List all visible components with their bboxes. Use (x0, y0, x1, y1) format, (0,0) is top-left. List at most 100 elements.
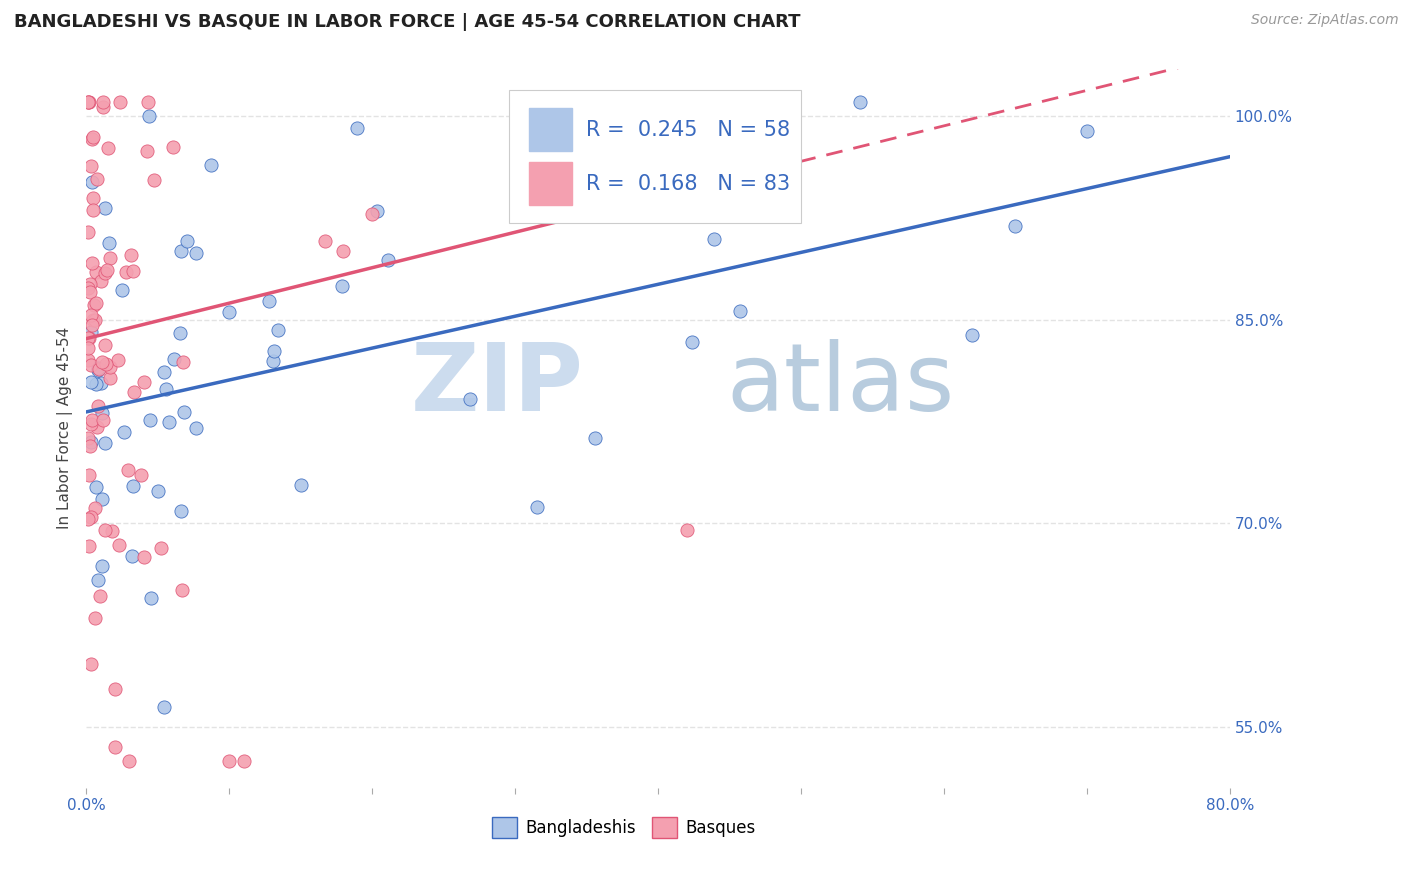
Point (142, 173, 165, 187)
Point (458, 392, 481, 407)
Point (86, 420, 108, 434)
Point (79, 439, 101, 453)
Point (98, 371, 121, 385)
Point (267, 323, 290, 337)
Point (169, 326, 191, 340)
Point (218, 754, 240, 768)
Text: R =  0.245   N = 58: R = 0.245 N = 58 (586, 120, 790, 140)
Point (172, 355, 194, 369)
Point (117, 463, 139, 477)
Point (91, 95, 114, 110)
Point (79, 435, 101, 450)
Point (77, 225, 100, 239)
Point (82, 129, 104, 144)
Point (101, 524, 124, 538)
Point (94, 267, 117, 281)
Point (90, 406, 112, 420)
Point (94, 338, 117, 352)
Point (89, 590, 111, 604)
Point (104, 740, 127, 755)
Point (155, 382, 177, 396)
Point (91, 100, 114, 114)
Point (1004, 219, 1026, 233)
Point (76, 281, 98, 295)
FancyBboxPatch shape (509, 90, 801, 223)
Point (79, 285, 101, 299)
Point (184, 246, 207, 260)
Point (82, 131, 104, 145)
Point (76, 512, 98, 526)
Point (163, 352, 186, 367)
Point (176, 234, 198, 248)
Point (377, 252, 399, 267)
Point (170, 244, 193, 258)
Point (138, 109, 160, 123)
Point (82, 202, 104, 217)
Point (152, 700, 174, 714)
Point (80, 359, 103, 373)
Point (90, 559, 112, 574)
Point (76, 431, 98, 445)
Point (84, 501, 107, 516)
Point (526, 500, 548, 515)
Point (112, 425, 135, 440)
Point (314, 235, 336, 249)
Point (96, 141, 118, 155)
Point (132, 549, 155, 564)
Point (96, 263, 118, 277)
Point (139, 591, 162, 605)
Point (262, 353, 284, 368)
Point (82, 312, 104, 326)
Point (83, 313, 105, 327)
Point (79, 277, 101, 292)
Text: ZIP: ZIP (411, 339, 583, 431)
Point (121, 549, 143, 564)
Point (583, 431, 606, 445)
Point (134, 376, 156, 390)
Point (77, 331, 100, 345)
Text: BANGLADESHI VS BASQUE IN LABOR FORCE | AGE 45-54 CORRELATION CHART: BANGLADESHI VS BASQUE IN LABOR FORCE | A… (14, 13, 800, 31)
Point (346, 121, 368, 136)
Text: Source: ZipAtlas.com: Source: ZipAtlas.com (1251, 13, 1399, 28)
Legend: Bangladeshis, Basques: Bangladeshis, Basques (485, 811, 762, 844)
Point (1076, 124, 1098, 138)
Point (149, 541, 172, 555)
Point (169, 504, 191, 518)
Point (87, 361, 110, 376)
Point (82, 175, 104, 189)
Text: atlas: atlas (727, 339, 955, 431)
Text: R =  0.168   N = 83: R = 0.168 N = 83 (586, 174, 790, 194)
Point (84, 377, 107, 392)
Point (83, 297, 105, 311)
Point (146, 484, 169, 499)
Point (87, 363, 110, 377)
Point (173, 405, 195, 419)
Point (79, 468, 101, 483)
Y-axis label: In Labor Force | Age 45-54: In Labor Force | Age 45-54 (58, 327, 73, 529)
Point (79, 95, 101, 110)
Point (129, 467, 152, 482)
Point (120, 248, 142, 262)
Point (108, 95, 131, 110)
Point (259, 294, 281, 309)
Point (80, 657, 103, 672)
Point (332, 244, 354, 259)
Point (80, 509, 103, 524)
Bar (529, 162, 572, 205)
Point (86, 574, 108, 588)
Point (728, 303, 751, 318)
Bar (529, 108, 572, 152)
Point (79, 326, 101, 340)
Point (82, 191, 104, 205)
Point (98, 252, 121, 266)
Point (91, 413, 114, 427)
Point (94, 357, 117, 371)
Point (82, 256, 104, 270)
Point (184, 421, 207, 435)
Point (80, 308, 103, 322)
Point (98, 359, 121, 374)
Point (80, 159, 103, 173)
Point (218, 305, 240, 319)
Point (86, 171, 108, 186)
Point (115, 265, 138, 279)
